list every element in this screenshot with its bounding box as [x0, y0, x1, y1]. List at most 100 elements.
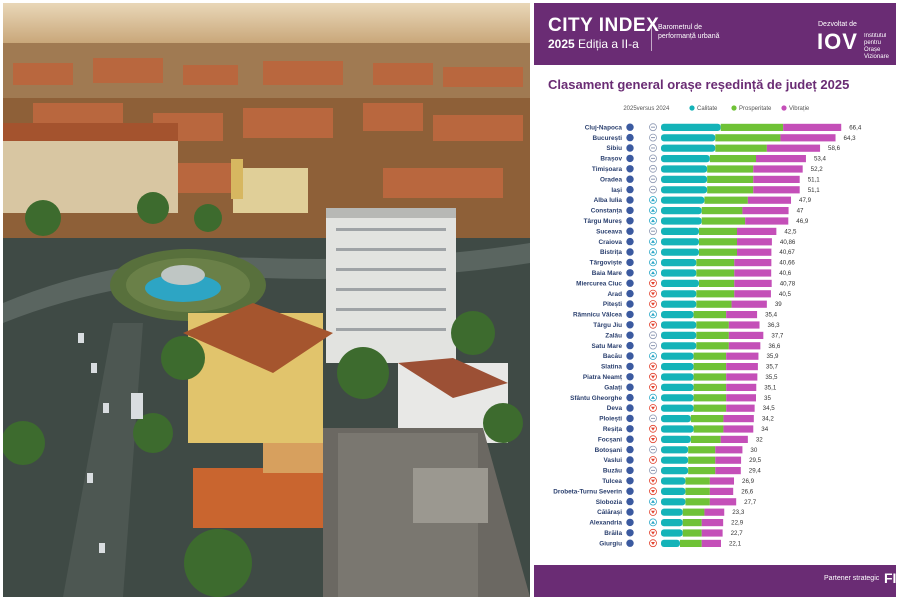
rank-2025-badge	[626, 362, 634, 371]
city-label: Suceava	[596, 228, 622, 235]
total-score-label: 47	[797, 208, 804, 215]
rank-2025-badge	[626, 331, 634, 339]
total-score-label: 66,4	[849, 124, 862, 131]
brand-edition: 2025 Ediția a II-a	[548, 37, 639, 51]
city-label: Galați	[604, 384, 622, 391]
bar-calitate	[661, 342, 697, 350]
rank-2025-badge	[626, 217, 634, 225]
city-label: Baia Mare	[592, 270, 623, 277]
rank-2025-badge	[626, 477, 634, 485]
bar-calitate	[661, 165, 708, 173]
bar-calitate	[661, 269, 697, 277]
rank-up-icon	[651, 395, 655, 399]
total-score-label: 58,6	[828, 145, 841, 152]
total-score-label: 42,5	[784, 228, 797, 235]
bar-prosperitate	[693, 404, 727, 412]
bar-vibratie	[723, 415, 754, 423]
total-score-label: 40,78	[780, 280, 796, 287]
total-score-label: 34,2	[762, 416, 775, 423]
bar-vibratie	[726, 363, 758, 371]
bar-calitate	[661, 300, 697, 308]
edition-label: Ediția a II-a	[578, 37, 639, 51]
total-score-label: 40,86	[780, 239, 796, 246]
bar-vibratie	[726, 404, 755, 412]
bar-vibratie	[742, 207, 789, 215]
city-label: Sfântu Gheorghe	[570, 395, 622, 402]
rank-down-icon	[651, 438, 655, 441]
bar-prosperitate	[696, 269, 735, 277]
rank-2025-badge	[626, 487, 634, 495]
bar-vibratie	[709, 477, 735, 485]
city-label: Râmnicu Vâlcea	[573, 312, 622, 319]
bar-vibratie	[701, 539, 721, 547]
bar-calitate	[661, 508, 683, 516]
bar-prosperitate	[720, 123, 784, 131]
total-score-label: 40,67	[779, 249, 795, 256]
city-label: Târgoviște	[590, 260, 623, 267]
rank-down-icon	[651, 458, 655, 462]
city-label: Craiova	[599, 239, 623, 246]
rank-2025-badge	[626, 445, 634, 454]
bar-prosperitate	[685, 487, 710, 495]
city-label: Zalău	[605, 332, 622, 339]
bar-vibratie	[728, 331, 764, 339]
bar-calitate	[661, 238, 699, 246]
total-score-label: 39	[775, 301, 782, 308]
rank-same-icon	[651, 137, 655, 139]
bar-vibratie	[737, 227, 777, 235]
city-label: Miercurea Ciuc	[576, 280, 622, 287]
rank-col-versus: versus 2024	[637, 106, 670, 112]
bar-vibratie	[715, 467, 741, 475]
rank-2025-badge	[626, 175, 634, 183]
city-label: Brașov	[600, 156, 622, 163]
bar-vibratie	[734, 269, 772, 277]
rank-2025-badge	[626, 206, 634, 215]
rank-2025-badge	[626, 518, 634, 527]
bar-prosperitate	[709, 155, 756, 163]
legend-swatch-2	[731, 105, 737, 111]
rank-up-icon	[651, 354, 655, 358]
rank-2025-badge	[626, 414, 634, 423]
aerial-city-photo	[3, 3, 530, 597]
rank-up-icon	[651, 198, 655, 202]
bar-calitate	[661, 404, 694, 412]
total-score-label: 22,1	[729, 540, 742, 547]
bar-calitate	[661, 175, 708, 183]
bar-prosperitate	[685, 498, 710, 506]
bar-prosperitate	[693, 383, 727, 391]
rank-up-icon	[651, 239, 655, 243]
city-label: Buzău	[603, 468, 622, 475]
rank-same-icon	[651, 147, 655, 149]
rank-same-icon	[651, 469, 655, 471]
rank-down-icon	[651, 292, 655, 296]
rank-2025-badge	[626, 237, 634, 246]
bar-prosperitate	[707, 165, 754, 173]
city-label: Tulcea	[602, 478, 622, 485]
city-index-infographic: CITY INDEX 2025 Ediția a II-a Barometrul…	[534, 3, 896, 597]
bar-prosperitate	[715, 144, 767, 152]
total-score-label: 36,6	[768, 343, 781, 350]
bar-prosperitate	[701, 207, 743, 215]
bar-calitate	[661, 539, 680, 547]
rank-2025-badge	[626, 300, 634, 308]
rank-2025-badge	[626, 393, 634, 402]
bar-vibratie	[723, 425, 754, 433]
city-label: Bacău	[603, 353, 622, 360]
rank-2025-badge	[626, 435, 634, 443]
bar-calitate	[661, 467, 689, 475]
bar-prosperitate	[688, 467, 716, 475]
total-score-label: 53,4	[814, 156, 827, 163]
bar-calitate	[661, 415, 691, 423]
bar-calitate	[661, 134, 716, 142]
rank-up-icon	[651, 271, 655, 275]
brand-tagline: Barometrul de performanță urbană	[658, 24, 720, 40]
total-score-label: 22,9	[731, 520, 744, 527]
total-score-label: 47,9	[799, 197, 812, 204]
bar-vibratie	[701, 519, 724, 527]
rank-up-icon	[651, 250, 655, 254]
rank-2025-badge	[626, 196, 634, 204]
rank-same-icon	[651, 189, 655, 191]
rank-down-icon	[651, 365, 655, 369]
bar-vibratie	[756, 155, 806, 163]
bar-prosperitate	[699, 238, 737, 246]
